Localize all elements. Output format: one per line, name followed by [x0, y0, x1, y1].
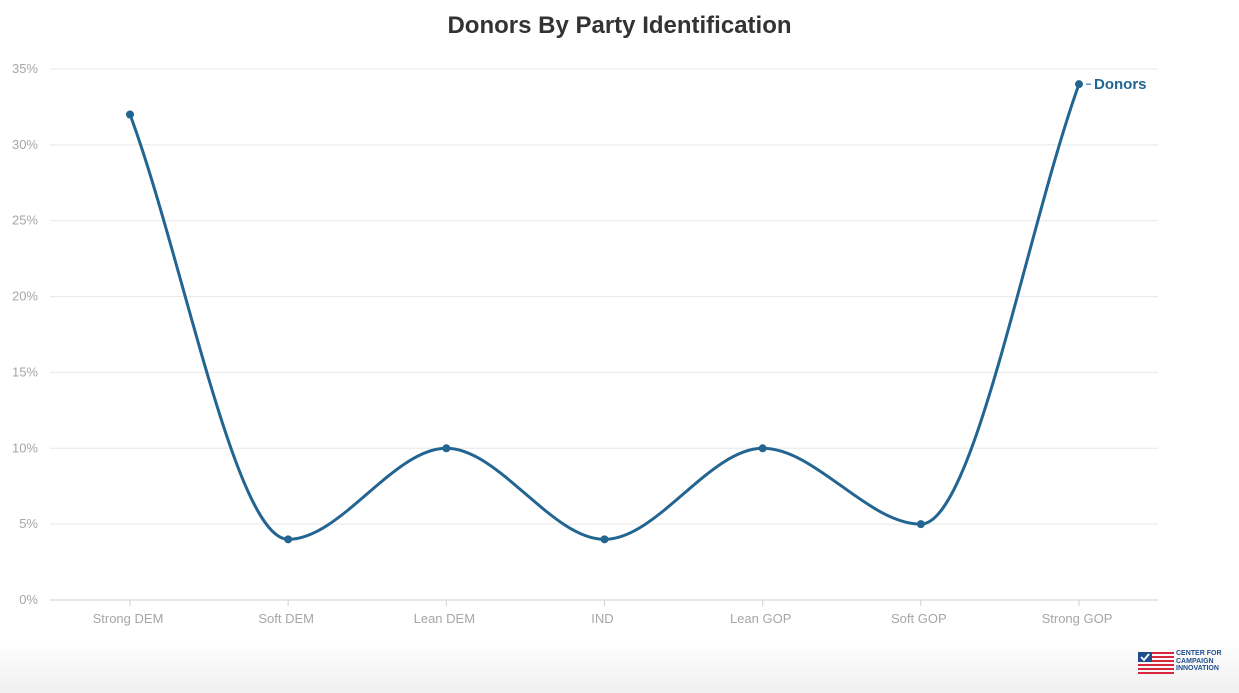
- y-tick-label: 15%: [12, 364, 38, 379]
- y-axis-ticks: 0% 5% 10% 15% 20% 25% 30% 35%: [12, 61, 38, 607]
- x-tick-label: IND: [591, 611, 613, 626]
- data-point: [284, 535, 293, 544]
- logo-line-1: CENTER FOR: [1176, 650, 1222, 657]
- x-tick-label: Strong GOP: [1042, 611, 1113, 626]
- x-tick-label: Lean GOP: [730, 611, 791, 626]
- logo-text: CENTER FOR CAMPAIGN INNOVATION: [1176, 650, 1222, 673]
- y-tick-label: 20%: [12, 289, 38, 304]
- x-axis-ticks: Strong DEM Soft DEM Lean DEM IND Lean GOP Sof…: [93, 600, 1113, 626]
- y-tick-label: 25%: [12, 213, 38, 228]
- x-tick-label: Strong DEM: [93, 611, 164, 626]
- logo-line-3: INNOVATION: [1176, 665, 1219, 672]
- y-tick-label: 30%: [12, 137, 38, 152]
- chart-title: Donors By Party Identification: [447, 12, 792, 39]
- data-point: [442, 444, 451, 453]
- data-point: [600, 535, 609, 544]
- series-group: Donors: [126, 76, 1147, 544]
- data-point: [1075, 80, 1083, 89]
- logo-flag-canton: [1138, 652, 1152, 662]
- campaign-innovation-logo: [1138, 652, 1174, 674]
- y-tick-label: 35%: [12, 61, 38, 76]
- footer-band: [0, 640, 1239, 693]
- series-label: Donors: [1094, 76, 1147, 93]
- data-point: [916, 520, 925, 529]
- y-tick-label: 0%: [19, 592, 38, 607]
- x-tick-label: Soft GOP: [891, 611, 947, 626]
- logo-check-icon: [1140, 653, 1150, 662]
- gridlines: [50, 68, 1158, 601]
- y-tick-label: 10%: [12, 440, 38, 455]
- x-tick-label: Lean DEM: [414, 611, 475, 626]
- x-tick-label: Soft DEM: [258, 611, 314, 626]
- data-point: [126, 110, 134, 119]
- data-point: [758, 444, 767, 453]
- y-tick-label: 5%: [19, 516, 38, 531]
- logo-line-2: CAMPAIGN: [1176, 657, 1214, 665]
- line-chart: 0% 5% 10% 15% 20% 25% 30% 35% Strong DEM Soft DE…: [12, 61, 1158, 626]
- series-line: [128, 82, 1081, 541]
